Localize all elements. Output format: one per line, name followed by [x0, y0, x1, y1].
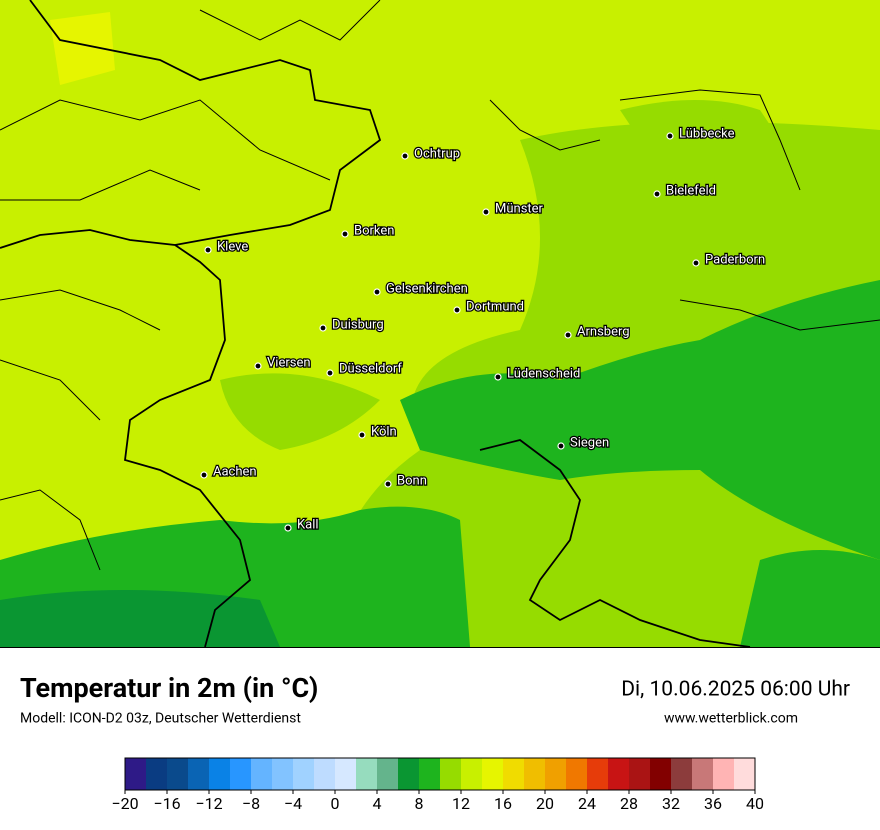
city-dot — [453, 306, 461, 314]
city-label: Siegen — [570, 435, 609, 450]
city-label: Lüdenscheid — [507, 366, 580, 381]
city-dot — [319, 324, 327, 332]
colorbar-segment — [587, 758, 609, 790]
city-label: Borken — [354, 223, 394, 238]
city-dot — [326, 369, 334, 377]
colorbar-segment — [671, 758, 693, 790]
city-dot — [254, 362, 262, 370]
city-label: Aachen — [213, 464, 257, 479]
colorbar-tick-label: −16 — [153, 794, 180, 813]
colorbar-tick-label: 8 — [415, 794, 424, 813]
colorbar-tick-label: 0 — [331, 794, 340, 813]
colorbar-segment — [713, 758, 735, 790]
city-label: Kleve — [217, 239, 248, 254]
city-dot — [358, 431, 366, 439]
colorbar-segment — [461, 758, 483, 790]
city-dot — [200, 471, 208, 479]
colorbar-segment — [608, 758, 630, 790]
colorbar-segment — [188, 758, 210, 790]
colorbar-segment — [734, 758, 756, 790]
colorbar-tick-label: 12 — [452, 794, 470, 813]
city-label: Bonn — [397, 473, 427, 488]
colorbar-tick-label: 28 — [620, 794, 638, 813]
city-label: Bielefeld — [666, 183, 716, 198]
city-label: Düsseldorf — [339, 361, 402, 376]
city-dot — [373, 288, 381, 296]
colorbar-segment — [503, 758, 525, 790]
colorbar-segment — [293, 758, 315, 790]
colorbar: −20 −16 −12 −8 −4 0 4 8 12 16 20 24 28 32 36 40 — [111, 757, 764, 813]
colorbar-segment — [377, 758, 399, 790]
colorbar-segment — [209, 758, 231, 790]
colorbar-tick-label: 24 — [578, 794, 596, 813]
date: Di, 10.06.2025 06:00 Uhr — [621, 678, 850, 702]
colorbar-segment — [251, 758, 273, 790]
colorbar-tick-label: 20 — [536, 794, 554, 813]
title: Temperatur in 2m (in °C) — [20, 672, 318, 704]
city-label: Münster — [495, 201, 544, 216]
colorbar-segment — [335, 758, 357, 790]
model-info: Modell: ICON-D2 03z, Deutscher Wetterdie… — [20, 711, 301, 727]
colorbar-segment — [419, 758, 441, 790]
colorbar-tick-label: 32 — [662, 794, 680, 813]
colorbar-tick-label: −4 — [284, 794, 302, 813]
city-label: Arnsberg — [577, 324, 630, 339]
website: www.wetterblick.com — [664, 711, 798, 727]
city-label: Duisburg — [332, 317, 384, 332]
city-label: Köln — [371, 424, 397, 439]
colorbar-tick-label: 40 — [746, 794, 764, 813]
colorbar-segment — [146, 758, 168, 790]
city-dot — [653, 190, 661, 198]
city-dot — [284, 524, 292, 532]
city-dot — [557, 442, 565, 450]
city-dot — [666, 132, 674, 140]
city-dot — [341, 230, 349, 238]
colorbar-segment — [167, 758, 189, 790]
city-label: Paderborn — [705, 252, 765, 267]
city-label: Lübbecke — [679, 126, 735, 141]
borders — [0, 0, 880, 648]
colorbar-segment — [629, 758, 651, 790]
city-dot — [401, 152, 409, 160]
colorbar-segment — [650, 758, 672, 790]
colorbar-segment — [545, 758, 567, 790]
cities: Lübbecke Ochtrup Bielefeld Münster Borke… — [200, 125, 766, 534]
city-dot — [482, 208, 490, 216]
colorbar-segment — [566, 758, 588, 790]
colorbar-tick-label: −20 — [111, 794, 138, 813]
city-label: Dortmund — [466, 299, 524, 314]
colorbar-segment — [692, 758, 714, 790]
colorbar-tick-label: −8 — [242, 794, 260, 813]
city-label: Viersen — [267, 355, 311, 370]
city-dot — [204, 246, 212, 254]
city-dot — [692, 259, 700, 267]
colorbar-segment — [230, 758, 252, 790]
city-label: Ochtrup — [414, 146, 460, 161]
temperature-field — [0, 0, 880, 647]
city-label: Kall — [297, 517, 319, 532]
city-dot — [564, 331, 572, 339]
colorbar-segment — [398, 758, 420, 790]
colorbar-segment — [125, 758, 147, 790]
colorbar-tick-label: 4 — [373, 794, 382, 813]
city-dot — [494, 373, 502, 381]
colorbar-frame — [124, 757, 756, 791]
colorbar-segment — [314, 758, 336, 790]
colorbar-segment — [440, 758, 462, 790]
colorbar-segment — [524, 758, 546, 790]
colorbar-segment — [272, 758, 294, 790]
colorbar-tick-label: 36 — [704, 794, 722, 813]
city-label: Gelsenkirchen — [386, 281, 468, 296]
colorbar-tick-label: −12 — [195, 794, 222, 813]
colorbar-tick-label: 16 — [494, 794, 512, 813]
city-dot — [384, 480, 392, 488]
colorbar-segment — [356, 758, 378, 790]
colorbar-segment — [482, 758, 504, 790]
